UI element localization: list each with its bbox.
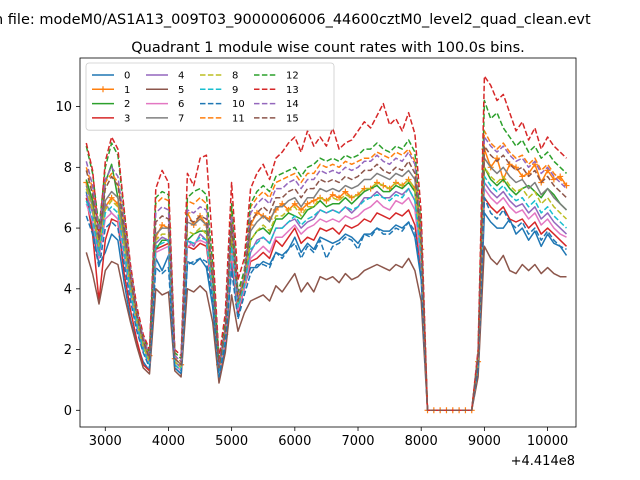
legend-label-10: 10	[232, 99, 245, 110]
y-tick-label: 4	[64, 282, 72, 297]
series-marker-1	[373, 179, 380, 186]
series-marker-1	[557, 173, 564, 180]
legend-label-7: 7	[178, 113, 184, 124]
series-line-12	[85, 99, 568, 412]
series-marker-1	[342, 188, 349, 195]
series-line-14	[85, 136, 568, 412]
y-tick-label: 6	[64, 222, 72, 237]
series-marker-1	[253, 209, 260, 216]
series-marker-1	[159, 222, 166, 229]
x-offset-label: +4.414e8	[511, 454, 575, 469]
plot-frame	[79, 57, 577, 428]
series-marker-1	[298, 206, 305, 213]
x-tick-label: 4000	[152, 434, 185, 449]
series-line-10	[85, 196, 567, 412]
x-tick-label: 7000	[341, 434, 374, 449]
series-line-4	[85, 181, 568, 412]
series-line-15	[85, 145, 568, 412]
figure-suptitle: n file: modeM0/AS1A13_009T03_9000006006_…	[0, 12, 591, 28]
series-layer	[83, 75, 570, 414]
y-tick-label: 10	[55, 100, 72, 115]
series-marker-1	[519, 173, 526, 180]
x-tick-label: 5000	[215, 434, 248, 449]
series-marker-1	[329, 191, 336, 198]
legend-label-11: 11	[232, 113, 245, 124]
legend-label-6: 6	[178, 99, 184, 110]
legend-label-14: 14	[286, 99, 299, 110]
series-marker-1	[512, 164, 519, 171]
legend-label-15: 15	[286, 113, 299, 124]
x-tick-label: 8000	[405, 434, 438, 449]
legend-marker-1	[100, 86, 106, 93]
legend-label-5: 5	[178, 85, 184, 96]
x-tick-label: 6000	[278, 434, 311, 449]
legend-label-8: 8	[232, 71, 238, 82]
legend-label-13: 13	[286, 85, 299, 96]
series-marker-1	[304, 200, 311, 207]
x-axis: 3000 4000 5000 6000 7000 8000 9000 10000	[89, 427, 568, 449]
series-marker-1	[348, 194, 355, 201]
x-tick-label: 9000	[468, 434, 501, 449]
series-line-11	[85, 130, 568, 412]
chart-title: Quadrant 1 module wise count rates with …	[131, 40, 525, 56]
y-tick-label: 0	[64, 404, 72, 419]
series-line-7	[85, 157, 568, 412]
legend-box	[85, 62, 335, 131]
legend-label-4: 4	[178, 71, 184, 82]
series-marker-1	[310, 197, 317, 204]
series-marker-1	[494, 155, 501, 162]
y-tick-label: 2	[64, 343, 72, 358]
legend-label-9: 9	[232, 85, 238, 96]
y-axis: 0 2 4 6 8 10	[55, 100, 80, 419]
series-line-6	[85, 187, 567, 412]
x-tick-label: 3000	[89, 434, 122, 449]
legend-label-12: 12	[286, 71, 299, 82]
legend-label-2: 2	[124, 99, 130, 110]
legend-label-3: 3	[124, 113, 130, 124]
legend-label-0: 0	[124, 71, 130, 82]
x-tick-label: 10000	[527, 434, 568, 449]
series-marker-1	[506, 161, 513, 168]
series-line-9	[85, 175, 568, 412]
legend-label-1: 1	[124, 85, 130, 96]
series-marker-1	[291, 200, 298, 207]
series-line-0	[85, 191, 568, 412]
series-line-3	[85, 196, 568, 412]
series-marker-1	[550, 176, 557, 183]
series-line-8	[85, 166, 568, 412]
series-marker-1	[336, 194, 343, 201]
series-line-13	[85, 75, 568, 412]
series-line-5	[85, 245, 567, 412]
y-tick-label: 8	[64, 161, 72, 176]
series-marker-1	[108, 194, 115, 201]
